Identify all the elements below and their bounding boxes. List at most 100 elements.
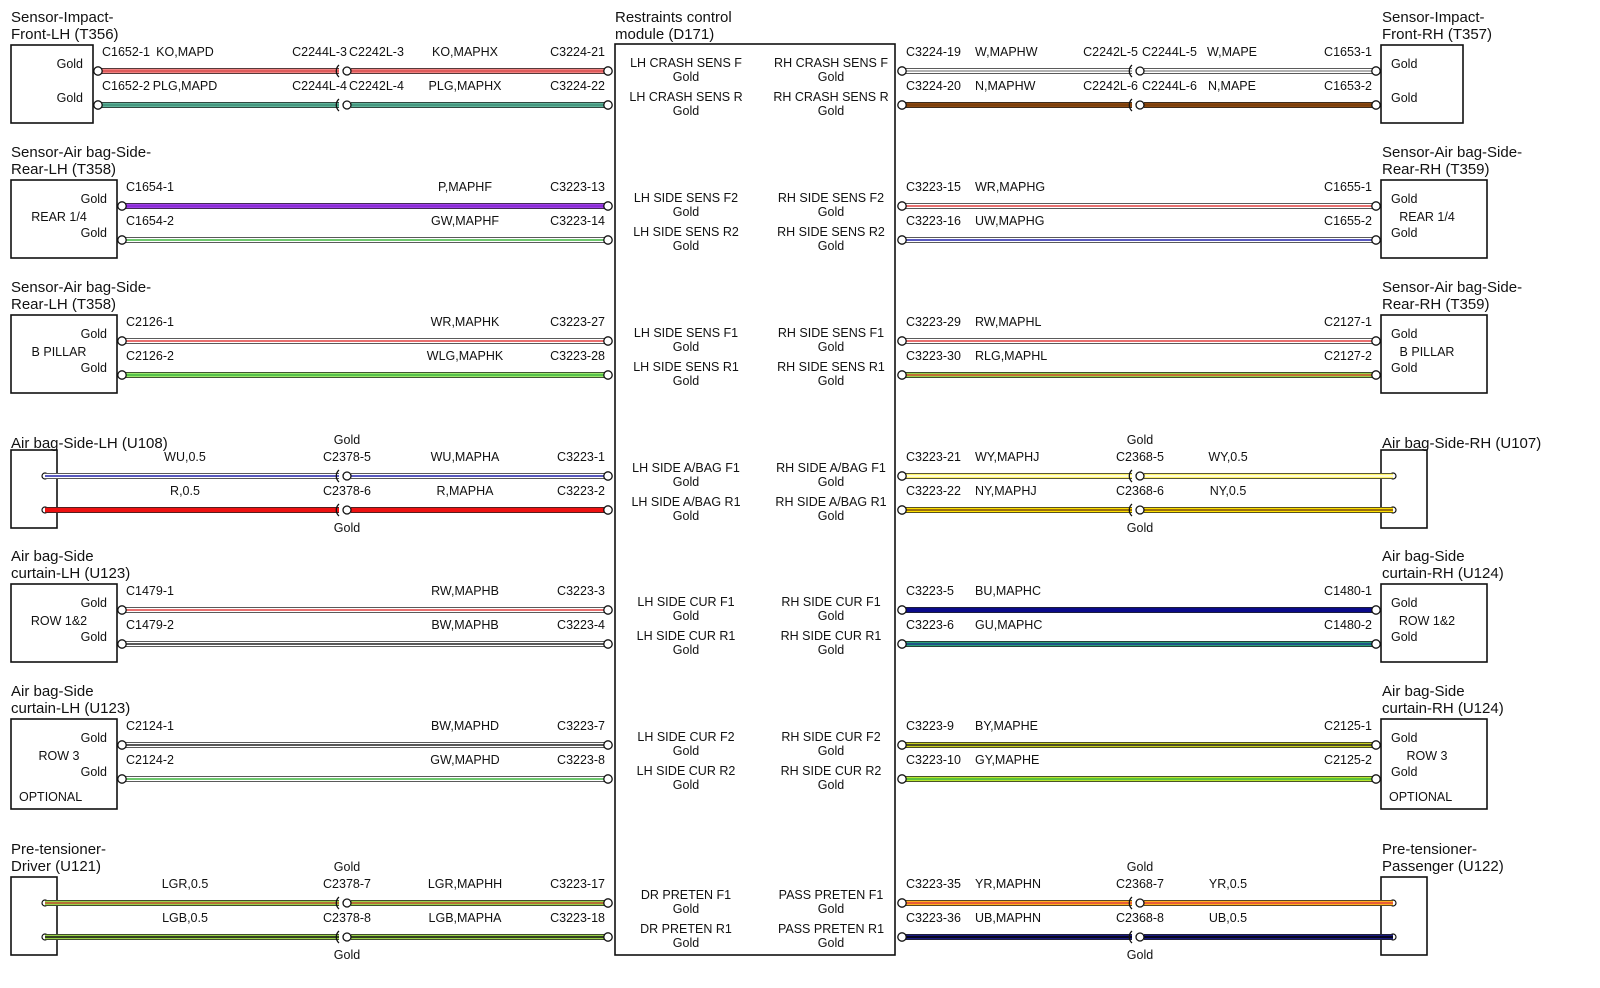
module-pin-left: LH CRASH SENS F: [630, 56, 742, 70]
left-wire-run: C1652-1 KO,MAPD C2244L-3 C2242L-3 KO,MAPHX C3…: [93, 45, 613, 78]
device-circuit-label: PLG,MAPD: [153, 79, 218, 93]
device-connector-id: C1655-1: [1324, 180, 1372, 194]
left-component-title: Sensor-Air bag-Side-: [11, 144, 151, 161]
module-title: Restraints control: [615, 9, 732, 26]
pin-terminal: [603, 100, 613, 110]
pin-terminal: [603, 898, 613, 908]
module-circuit-label: BY,MAPHE: [975, 719, 1038, 733]
module-connector-id: C3223-6: [906, 618, 954, 632]
inline-plating-label: Gold: [1127, 948, 1153, 962]
inline-plating-label: Gold: [334, 948, 360, 962]
inline-pin: [342, 66, 352, 76]
left-component-title: curtain-LH (U123): [11, 565, 130, 582]
pin-terminal: [1371, 201, 1381, 211]
module-pin-left-plating: Gold: [673, 936, 699, 950]
pin-terminal: [603, 235, 613, 245]
pin-plating-label: Gold: [81, 596, 107, 610]
module-pin-left: LH SIDE SENS R1: [633, 360, 739, 374]
pin-terminal: [897, 370, 907, 380]
module-pin-left-plating: Gold: [673, 744, 699, 758]
pin-plating-label: Gold: [81, 630, 107, 644]
inline-connector-id: C2244L-4: [292, 79, 347, 93]
pin-terminal: [603, 932, 613, 942]
pin-plating-label: Gold: [1391, 731, 1417, 745]
device-circuit-label: WU,0.5: [164, 450, 206, 464]
component-body: [1380, 179, 1488, 259]
component-location-label: B PILLAR: [32, 345, 87, 359]
device-connector-id: C2125-1: [1324, 719, 1372, 733]
component-body: [1380, 44, 1464, 124]
inline-connector: [335, 503, 352, 517]
right-component: Sensor-Air bag-Side-Rear-RH (T359) Gold Go…: [1380, 279, 1522, 394]
right-wire-run: C3223-10 GY,MAPHE C2125-2: [897, 753, 1381, 784]
left-wire-run: R,0.5 C2378-6 Gold R,MAPHA C3223-2: [45, 484, 613, 535]
right-wire-run: C3223-9 BY,MAPHE C2125-1: [897, 719, 1381, 750]
module-connector-id: C3224-21: [550, 45, 605, 59]
module-pin-left-plating: Gold: [673, 374, 699, 388]
module-circuit-label: R,MAPHA: [437, 484, 495, 498]
module-connector-id: C3223-5: [906, 584, 954, 598]
pin-terminal: [1371, 100, 1381, 110]
component-body: [10, 314, 118, 394]
module-pin-right-plating: Gold: [818, 104, 844, 118]
module-circuit-label: GW,MAPHF: [431, 214, 499, 228]
left-wire-run: C1479-2 BW,MAPHB C3223-4: [117, 618, 613, 649]
inline-connector-id: C2242L-4: [349, 79, 404, 93]
component-location-label: ROW 1&2: [31, 614, 87, 628]
left-component-title: Driver (U121): [11, 858, 101, 875]
pin-plating-label: Gold: [81, 192, 107, 206]
pin-terminal: [117, 774, 127, 784]
module-pin-right-plating: Gold: [818, 744, 844, 758]
left-component-title: curtain-LH (U123): [11, 700, 130, 717]
module-circuit-label: RW,MAPHL: [975, 315, 1041, 329]
pin-terminal: [1371, 740, 1381, 750]
module-pin-right: PASS PRETEN R1: [778, 922, 884, 936]
module-circuit-label: KO,MAPHX: [432, 45, 499, 59]
pin-terminal: [897, 66, 907, 76]
module-circuit-label: BU,MAPHC: [975, 584, 1041, 598]
module-pin-right-plating: Gold: [818, 205, 844, 219]
module-pin-right: RH SIDE SENS R1: [777, 360, 885, 374]
module-connector-id: C3223-15: [906, 180, 961, 194]
inline-connector: [335, 930, 352, 944]
inline-connector: [335, 98, 352, 112]
right-component: Pre-tensioner-Passenger (U122): [1380, 841, 1504, 956]
module-connector-id: C3223-8: [557, 753, 605, 767]
left-component-title: Front-LH (T356): [11, 26, 119, 43]
pin-terminal: [603, 66, 613, 76]
module-connector-id: C3223-18: [550, 911, 605, 925]
module-pin-left: LH SIDE CUR R1: [637, 629, 736, 643]
inline-connector-id: C2244L-6: [1142, 79, 1197, 93]
inline-connector-id: C2368-6: [1116, 484, 1164, 498]
device-connector-id: C1652-2: [102, 79, 150, 93]
left-wire-run: C2124-2 GW,MAPHD C3223-8: [117, 753, 613, 784]
device-connector-id: C1654-1: [126, 180, 174, 194]
component-body: [1380, 314, 1488, 394]
module-pin-left: DR PRETEN R1: [640, 922, 732, 936]
module-pin-right: RH SIDE CUR R2: [781, 764, 882, 778]
module-pin-left-plating: Gold: [673, 475, 699, 489]
pin-plating-label: Gold: [1391, 596, 1417, 610]
module-pin-left-plating: Gold: [673, 340, 699, 354]
inline-connector: [1128, 64, 1145, 78]
inline-connector: [1128, 930, 1145, 944]
module-pin-right: RH SIDE CUR F1: [781, 595, 880, 609]
module-circuit-label: GU,MAPHC: [975, 618, 1042, 632]
pin-terminal: [897, 605, 907, 615]
left-component-title: Rear-LH (T358): [11, 296, 116, 313]
module-pin-left: LH SIDE SENS F1: [634, 326, 738, 340]
module-pin-right: RH SIDE SENS F2: [778, 191, 884, 205]
pin-terminal: [1371, 66, 1381, 76]
device-connector-id: C2127-1: [1324, 315, 1372, 329]
left-component: Sensor-Impact-Front-LH (T356) Gold Gold: [10, 9, 119, 124]
right-wire-run: C3223-16 UW,MAPHG C1655-2: [897, 214, 1381, 245]
pin-plating-label: Gold: [81, 731, 107, 745]
left-component: Sensor-Air bag-Side-Rear-LH (T358) Gold Go…: [10, 279, 151, 394]
left-component: Sensor-Air bag-Side-Rear-LH (T358) Gold Go…: [10, 144, 151, 259]
module-pin-right: RH SIDE SENS R2: [777, 225, 885, 239]
pin-terminal: [897, 505, 907, 515]
pin-terminal: [93, 66, 103, 76]
